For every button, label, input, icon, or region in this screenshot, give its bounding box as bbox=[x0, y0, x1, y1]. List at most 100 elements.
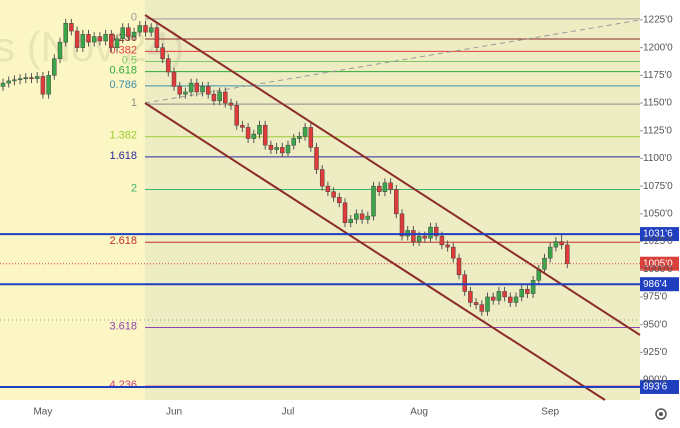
candle-body bbox=[473, 302, 479, 305]
candle-body bbox=[268, 144, 274, 150]
fib-label: 2 bbox=[131, 182, 137, 194]
price-tag bbox=[640, 227, 679, 242]
candle-body bbox=[240, 124, 245, 128]
candle-body bbox=[325, 185, 331, 192]
candle-body bbox=[280, 147, 285, 154]
x-tick-label: Aug bbox=[410, 407, 428, 418]
candle-body bbox=[354, 213, 359, 220]
x-tick-label: Jun bbox=[166, 407, 182, 418]
candle-body bbox=[342, 202, 348, 223]
candle-body bbox=[416, 235, 422, 242]
candle-body bbox=[103, 34, 108, 42]
candle-body bbox=[143, 25, 148, 33]
candle-body bbox=[262, 124, 268, 146]
settings-icon-dot bbox=[659, 412, 663, 416]
price-tag bbox=[640, 277, 679, 292]
candle-body bbox=[302, 127, 308, 137]
channel-line bbox=[144, 102, 606, 401]
candle-body bbox=[547, 246, 553, 259]
candle-body bbox=[183, 91, 188, 95]
candle-body bbox=[177, 86, 182, 95]
fib-label: 4.236 bbox=[109, 379, 137, 391]
candle-body bbox=[245, 127, 251, 139]
trend-line bbox=[144, 19, 641, 104]
candle-body bbox=[12, 79, 17, 82]
candle-body bbox=[297, 136, 302, 139]
candle-body bbox=[97, 36, 103, 42]
candle-body bbox=[234, 105, 239, 126]
candle-body bbox=[365, 215, 371, 220]
channel-line bbox=[144, 14, 641, 336]
candle-body bbox=[120, 27, 125, 40]
candle-body bbox=[308, 127, 314, 148]
fib-label: 0.5 bbox=[122, 54, 137, 66]
candle-body bbox=[109, 34, 114, 48]
y-tick-label: 1000'0 bbox=[643, 264, 673, 275]
candle-body bbox=[456, 257, 462, 276]
fib-label: 1.382 bbox=[109, 130, 137, 142]
candle-body bbox=[166, 58, 171, 73]
candle-body bbox=[530, 280, 536, 294]
candle-body bbox=[553, 241, 559, 248]
candle-body bbox=[211, 93, 217, 102]
y-tick-label: 1150'0 bbox=[643, 98, 672, 109]
candle-body bbox=[433, 226, 439, 237]
price-tag-label: 986'4 bbox=[643, 279, 668, 290]
candle-body bbox=[399, 213, 405, 237]
candle-body bbox=[6, 80, 11, 84]
candle-body bbox=[291, 138, 296, 146]
candle-body bbox=[445, 244, 450, 248]
y-tick-label: 1025'0 bbox=[643, 236, 673, 247]
candle-body bbox=[137, 25, 143, 33]
candle-body bbox=[91, 36, 97, 43]
candle-body bbox=[80, 34, 86, 48]
candle-body bbox=[451, 246, 456, 259]
candle-body bbox=[34, 76, 40, 79]
x-tick-label: May bbox=[33, 407, 52, 418]
last-price-label: 1005'0 bbox=[643, 258, 673, 269]
fib-label: 0 bbox=[131, 12, 137, 24]
price-tag-label: 893'6 bbox=[643, 382, 668, 393]
price-tag bbox=[640, 379, 679, 394]
candle-body bbox=[274, 147, 279, 150]
fib-label: 0.786 bbox=[109, 79, 137, 91]
fib-label: 3.618 bbox=[109, 320, 137, 332]
candle-body bbox=[331, 191, 336, 198]
settings-icon[interactable] bbox=[655, 408, 667, 420]
candle-body bbox=[525, 288, 530, 294]
candle-body bbox=[205, 86, 211, 95]
candle-body bbox=[148, 27, 154, 33]
candle-body bbox=[171, 71, 177, 87]
y-tick-label: 1225'0 bbox=[643, 15, 673, 26]
candle-body bbox=[388, 182, 393, 190]
candle-body bbox=[559, 241, 564, 246]
candle-body bbox=[428, 226, 433, 239]
y-tick-label: 950'0 bbox=[643, 319, 668, 330]
candle-body bbox=[40, 76, 46, 95]
candle-body bbox=[194, 82, 200, 93]
candle-body bbox=[126, 27, 131, 37]
candle-body bbox=[223, 91, 228, 104]
y-tick-label: 1200'0 bbox=[643, 42, 673, 53]
candle-body bbox=[160, 47, 165, 59]
candle-body bbox=[200, 86, 205, 93]
candle-body bbox=[359, 213, 365, 220]
candle-body bbox=[154, 27, 160, 48]
candle-body bbox=[74, 30, 80, 48]
candle-body bbox=[382, 182, 388, 192]
y-tick-label: 900'0 bbox=[643, 375, 668, 386]
y-tick-label: 925'0 bbox=[643, 347, 668, 358]
x-tick-label: Sep bbox=[541, 407, 559, 418]
candle-body bbox=[462, 274, 467, 292]
y-tick-label: 1125'0 bbox=[643, 125, 672, 136]
candle-body bbox=[86, 34, 91, 43]
x-tick-label: Jul bbox=[282, 407, 295, 418]
y-tick-label: 1175'0 bbox=[643, 70, 672, 81]
candle-body bbox=[411, 230, 416, 242]
candle-body bbox=[57, 41, 63, 59]
candle-body bbox=[17, 78, 23, 81]
candle-body bbox=[519, 288, 524, 298]
candle-body bbox=[376, 185, 382, 192]
candle-body bbox=[131, 31, 137, 37]
